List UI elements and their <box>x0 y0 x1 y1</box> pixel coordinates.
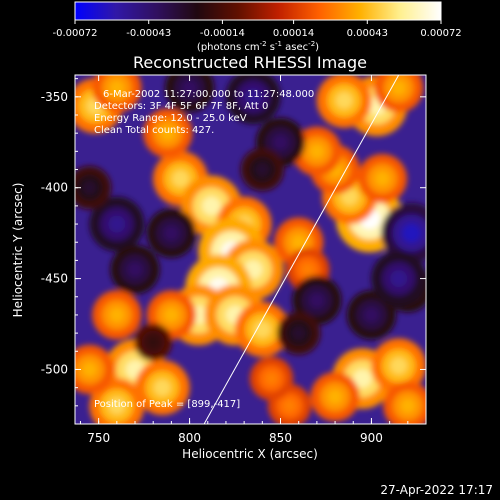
x-tick-label: 750 <box>87 431 110 445</box>
solar-limb-line <box>203 75 400 424</box>
heatmap-blob-core <box>253 321 271 338</box>
heatmap-blob-core <box>363 307 379 323</box>
heatmap-blob-core <box>172 170 189 188</box>
heatmap-blob-core <box>255 162 269 177</box>
heatmap-blob-core <box>400 398 416 414</box>
y-axis-label: Heliocentric Y (arcsec) <box>11 183 25 318</box>
colorbar-tick-label: 0.00043 <box>347 28 388 39</box>
heatmap-blob-core <box>109 307 125 323</box>
heatmap-blob-core <box>291 234 307 250</box>
x-tick-label: 800 <box>178 431 201 445</box>
colorbar-tick-label: 0.00014 <box>273 28 314 39</box>
heatmap-blob-core <box>282 399 297 413</box>
y-tick-label: -500 <box>41 362 68 376</box>
colorbar-unit-label: (photons cm-2 s-1 asec-2) <box>197 40 319 53</box>
heatmap-blobs <box>75 75 426 424</box>
heatmap-blob-core <box>309 143 325 159</box>
y-tick-label: -350 <box>41 90 68 104</box>
heatmap-blob-core <box>390 270 408 288</box>
colorbar-tick-label: -0.00043 <box>126 28 171 39</box>
heatmap-blob-core <box>153 379 171 397</box>
x-axis-label: Heliocentric X (arcsec) <box>182 447 318 461</box>
heatmap-blob-core <box>244 88 262 106</box>
heatmap-blob-core <box>292 326 306 340</box>
x-tick-label: 900 <box>360 431 383 445</box>
heatmap-blob-core <box>147 336 159 348</box>
peak-position-label: Position of Peak = [899,-417] <box>94 399 240 410</box>
heatmap-blob-core <box>309 292 325 308</box>
heatmap-blob-core <box>301 262 315 277</box>
heatmap-blob-core <box>109 80 125 96</box>
info-line: Clean Total counts: 427. <box>94 125 214 136</box>
heatmap-plot <box>75 75 426 424</box>
footer-timestamp: 27-Apr-2022 17:17 <box>380 483 493 497</box>
heatmap-blob-core <box>82 181 97 195</box>
x-axis: 750 800 850 900 <box>79 75 409 445</box>
colorbar-tick-label: -0.00072 <box>53 28 98 39</box>
heatmap-blob-core <box>264 371 279 386</box>
heatmap-blob-core <box>327 389 343 405</box>
heatmap-blob-core <box>163 225 179 241</box>
info-line: 6-Mar-2002 11:27:00.000 to 11:27:48.000 <box>103 89 314 100</box>
info-line: Detectors: 3F 4F 5F 6F 7F 8F, Att 0 <box>94 101 268 112</box>
heatmap-blob-core <box>272 134 289 150</box>
heatmap-blob-core <box>202 196 221 216</box>
colorbar-gradient <box>74 1 442 21</box>
info-line: Energy Range: 12.0 - 25.0 keV <box>94 113 247 124</box>
heatmap-blob-core <box>182 80 198 96</box>
info-block: 6-Mar-2002 11:27:00.000 to 11:27:48.000D… <box>94 89 314 136</box>
y-tick-label: -450 <box>41 272 68 286</box>
heatmap-blob-core <box>163 307 179 323</box>
heatmap-blob-core <box>108 397 126 415</box>
heatmap-blob-core <box>81 361 98 378</box>
colorbar-tick-label: 0.00072 <box>420 28 461 39</box>
colorbar-tick-label: -0.00014 <box>200 28 245 39</box>
heatmap-blob-core <box>391 80 407 96</box>
heatmap-blob-core <box>160 125 176 141</box>
y-axis: -350 -400 -450 -500 <box>41 78 426 425</box>
heatmap-blob-core <box>341 188 359 206</box>
heatmap-blob-core <box>402 223 421 243</box>
heatmap-blob-core <box>127 261 143 278</box>
heatmap-blob-core <box>335 92 353 109</box>
heatmap-blob-core <box>374 171 390 187</box>
heatmap-blob-core <box>108 215 126 233</box>
heatmap-blob-core <box>353 369 372 388</box>
plot-frame <box>74 74 427 425</box>
y-tick-label: -400 <box>41 181 68 195</box>
colorbar-ticks: -0.00072 -0.00043 -0.00014 0.00014 0.00043 0.… <box>53 20 462 39</box>
x-tick-label: 850 <box>269 431 292 445</box>
colorbar: -0.00072 -0.00043 -0.00014 0.00014 0.00043 0.… <box>53 1 462 53</box>
chart-title: Reconstructed RHESSI Image <box>133 53 367 72</box>
heatmap-blob-core <box>390 357 408 375</box>
